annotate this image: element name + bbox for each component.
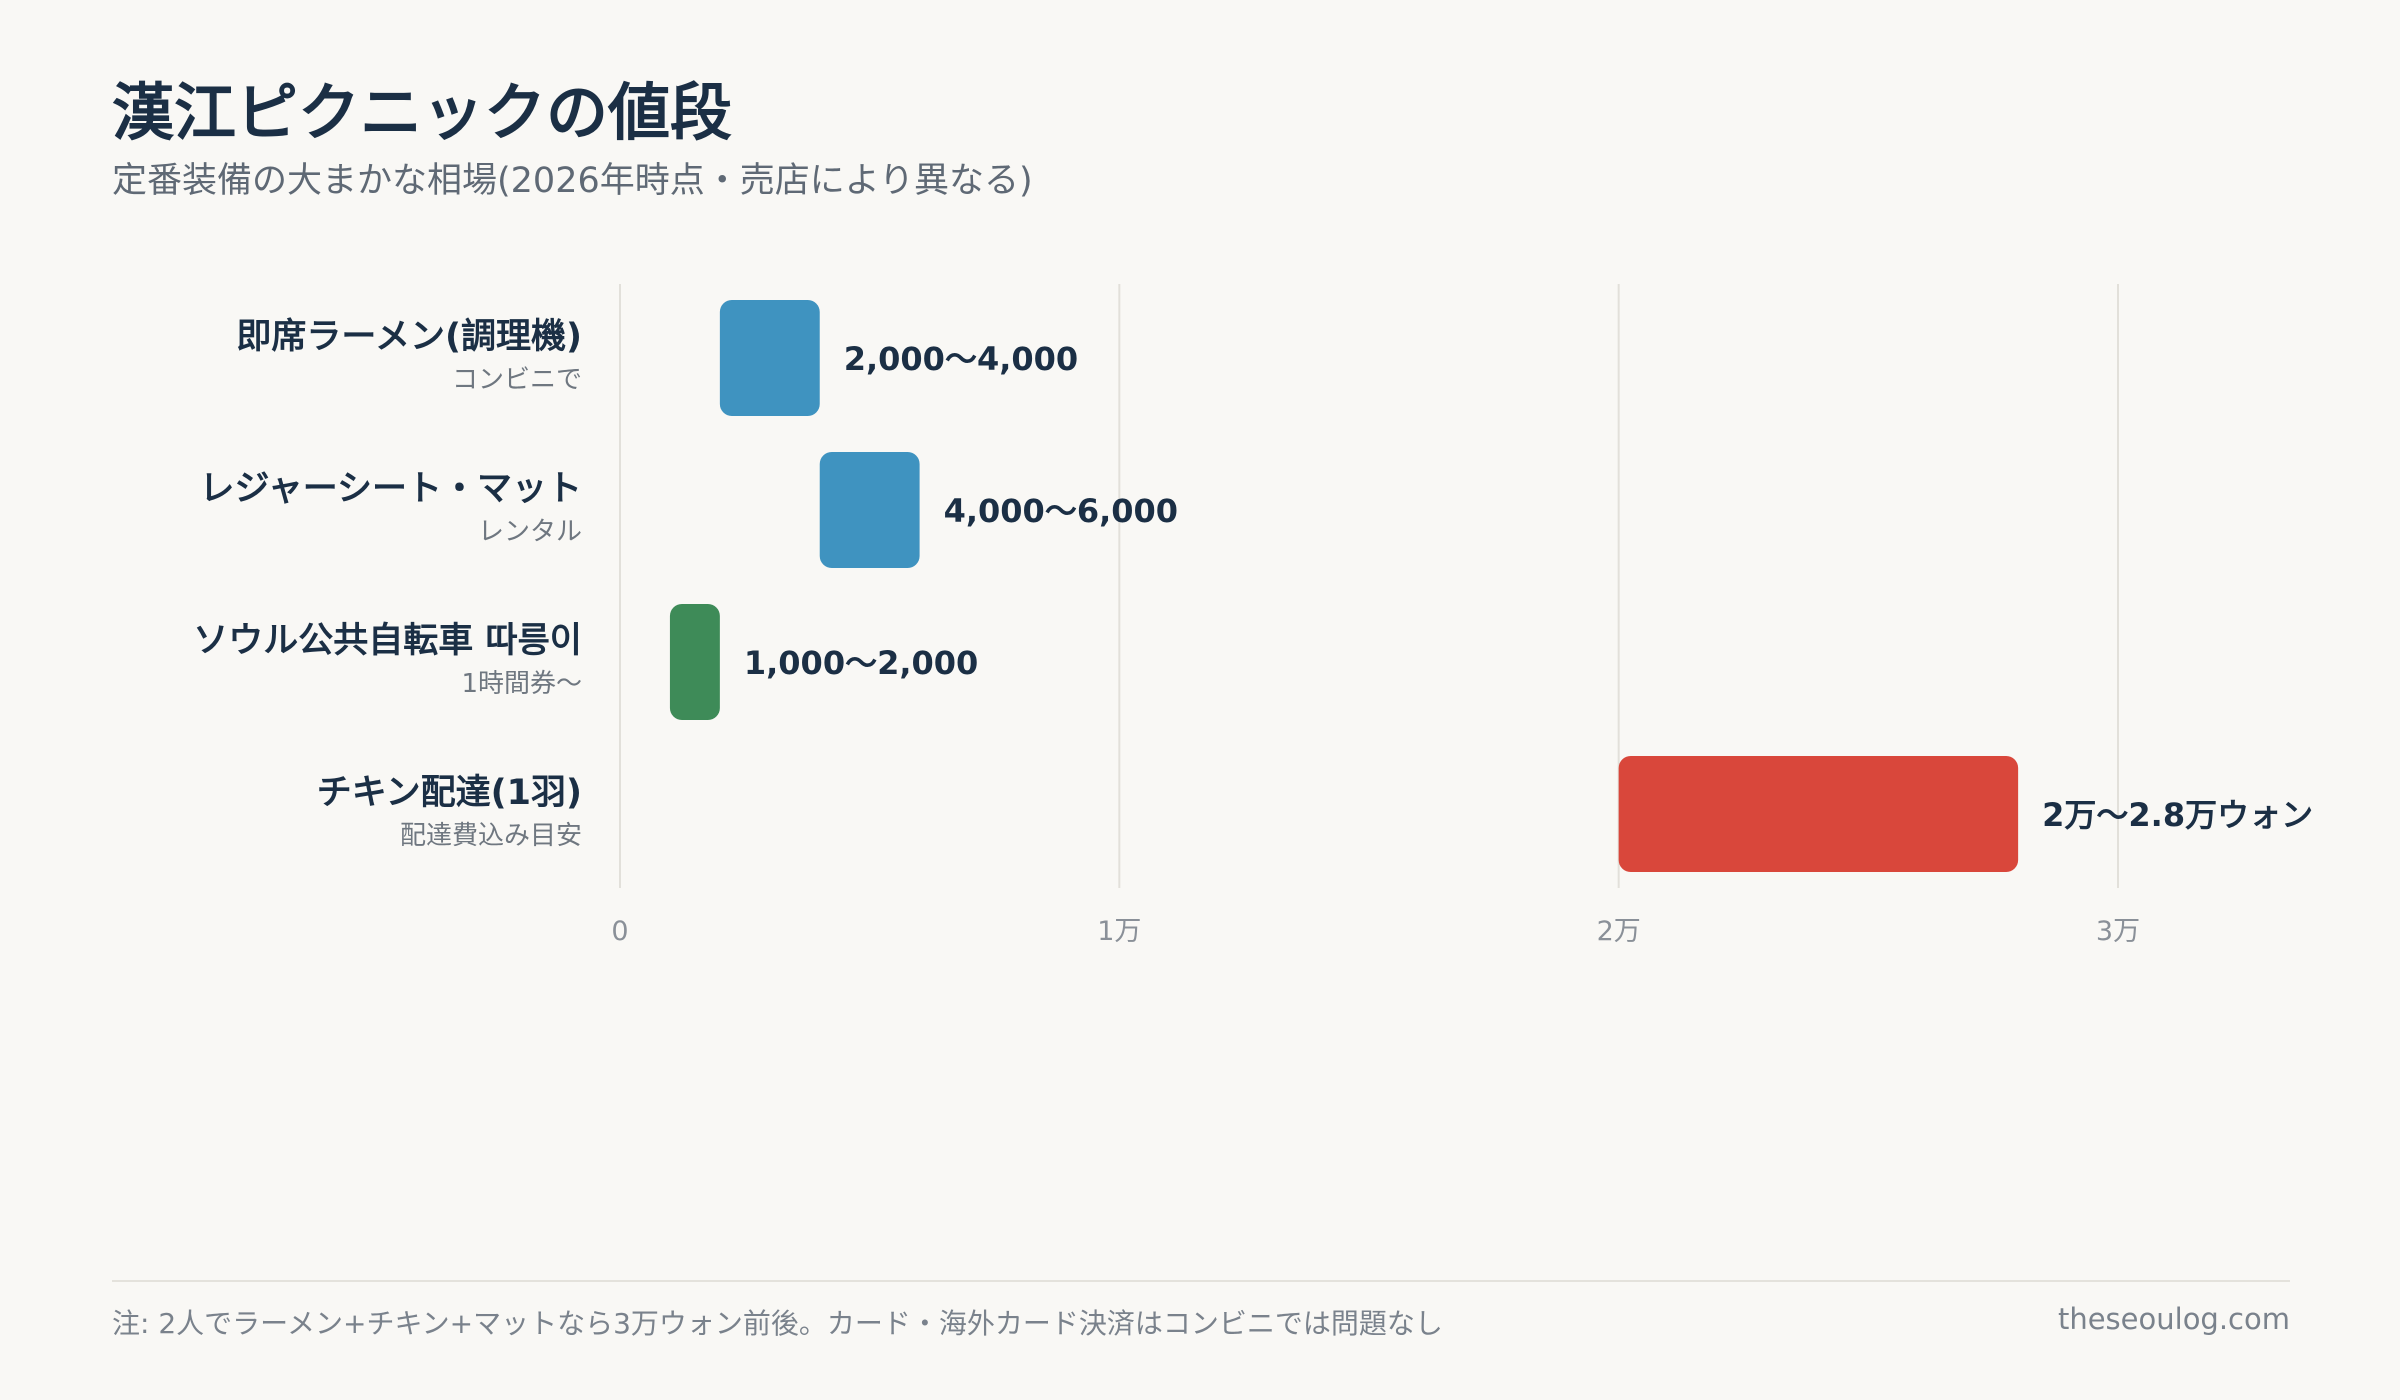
category-sublabel: 配達費込み目安 bbox=[400, 821, 582, 851]
source-credit: theseoulog.com bbox=[2057, 1302, 2290, 1336]
category-sublabel: レンタル bbox=[478, 517, 582, 547]
bar-range bbox=[669, 604, 720, 720]
category-label: レジャーシート・マット bbox=[199, 469, 582, 509]
footer-divider bbox=[112, 1280, 2290, 1282]
price-range-chart: 0 1万 2万 3万 2,000〜4,000 4,000〜6,000 1,000〜2,00… bbox=[193, 284, 2313, 947]
x-tick-label: 0 bbox=[611, 916, 628, 947]
page-title: 漢江ピクニックの値段 bbox=[112, 76, 733, 149]
category-label: チキン配達(1羽) bbox=[317, 773, 582, 813]
footer-note: 注: 2人でラーメン+チキン+マットなら3万ウォン前後。カード・海外カード決済は… bbox=[112, 1307, 1443, 1340]
category-label: ソウル公共自転車 따릉이 bbox=[193, 621, 582, 661]
category-labels: 即席ラーメン(調理機) コンビニでレジャーシート・マットレンタルソウル公共自転車 … bbox=[193, 317, 582, 851]
bar-range bbox=[1618, 756, 2019, 872]
x-tick-label: 1万 bbox=[1097, 916, 1141, 947]
page-subtitle: 定番装備の大まかな相場(2026年時点・売店により異なる) bbox=[112, 161, 1033, 201]
bar-range bbox=[819, 452, 920, 568]
bar-value-label: 2万〜2.8万ウォン bbox=[2042, 796, 2313, 834]
bar-value-label: 4,000〜6,000 bbox=[944, 492, 1178, 530]
bars: 2,000〜4,000 4,000〜6,000 1,000〜2,000 2万〜2.8万… bbox=[669, 300, 2313, 872]
x-axis-ticks: 0 1万 2万 3万 bbox=[611, 916, 2140, 947]
category-sublabel: 1時間券〜 bbox=[461, 669, 582, 699]
category-label: 即席ラーメン(調理機) bbox=[236, 317, 582, 357]
x-tick-label: 2万 bbox=[1597, 916, 1641, 947]
x-tick-label: 3万 bbox=[2096, 916, 2140, 947]
bar-range bbox=[719, 300, 820, 416]
bar-value-label: 1,000〜2,000 bbox=[744, 644, 978, 682]
category-sublabel: コンビニで bbox=[452, 365, 582, 395]
bar-value-label: 2,000〜4,000 bbox=[844, 340, 1078, 378]
